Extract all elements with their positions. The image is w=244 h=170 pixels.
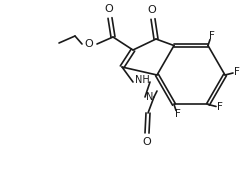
Text: O: O [148,5,156,15]
Text: F: F [217,103,223,112]
Text: O: O [143,137,151,147]
Text: O: O [85,39,93,49]
Text: N: N [146,92,154,102]
Text: F: F [175,109,181,120]
Text: F: F [209,31,215,41]
Text: NH: NH [135,75,149,85]
Text: F: F [234,67,240,77]
Text: O: O [105,4,113,14]
